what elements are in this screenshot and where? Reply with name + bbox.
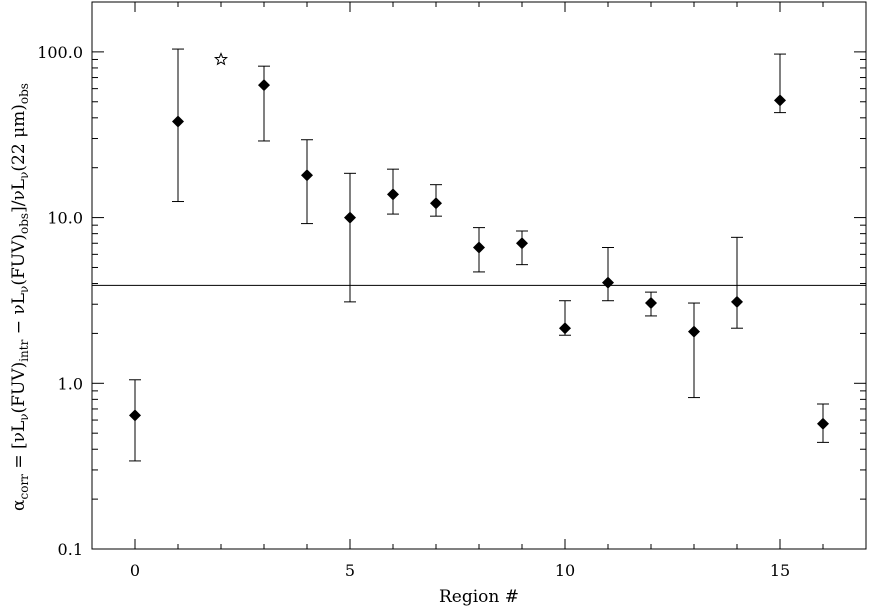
x-tick-label: 15 — [770, 561, 790, 580]
x-axis-title: Region # — [439, 587, 519, 607]
y-tick-label: 100.0 — [37, 43, 83, 62]
data-point-diamond — [731, 295, 743, 308]
data-point-diamond — [430, 197, 442, 210]
y-tick-label: 1.0 — [58, 374, 83, 393]
error-bars — [129, 48, 829, 462]
data-point-diamond — [344, 211, 356, 224]
data-markers — [129, 52, 829, 430]
axis-ticks — [91, 1, 867, 550]
data-point-diamond — [602, 276, 614, 289]
data-point-diamond — [688, 325, 700, 338]
y-tick-label: 0.1 — [58, 540, 83, 559]
data-point-star — [213, 52, 229, 66]
data-point-diamond — [516, 237, 528, 250]
x-tick-label: 5 — [345, 561, 355, 580]
y-axis-title: αcorr = [νLν(FUV)intr − νLν(FUV)obs]/νLν… — [9, 83, 31, 511]
data-point-diamond — [129, 409, 141, 422]
data-point-diamond — [774, 94, 786, 107]
data-point-diamond — [559, 322, 571, 335]
x-tick-label: 10 — [555, 561, 575, 580]
axis-tick-labels: 0 5 10 15 0.1 1.0 10.0 100.0 — [37, 43, 790, 580]
y-tick-label: 10.0 — [47, 209, 83, 228]
data-point-diamond — [301, 169, 313, 182]
data-point-diamond — [473, 241, 485, 254]
plot-frame — [91, 1, 867, 550]
x-tick-label: 0 — [130, 561, 140, 580]
data-point-diamond — [645, 297, 657, 310]
data-point-diamond — [258, 79, 270, 92]
data-point-diamond — [817, 417, 829, 430]
data-point-diamond — [387, 188, 399, 201]
data-point-diamond — [172, 115, 184, 128]
